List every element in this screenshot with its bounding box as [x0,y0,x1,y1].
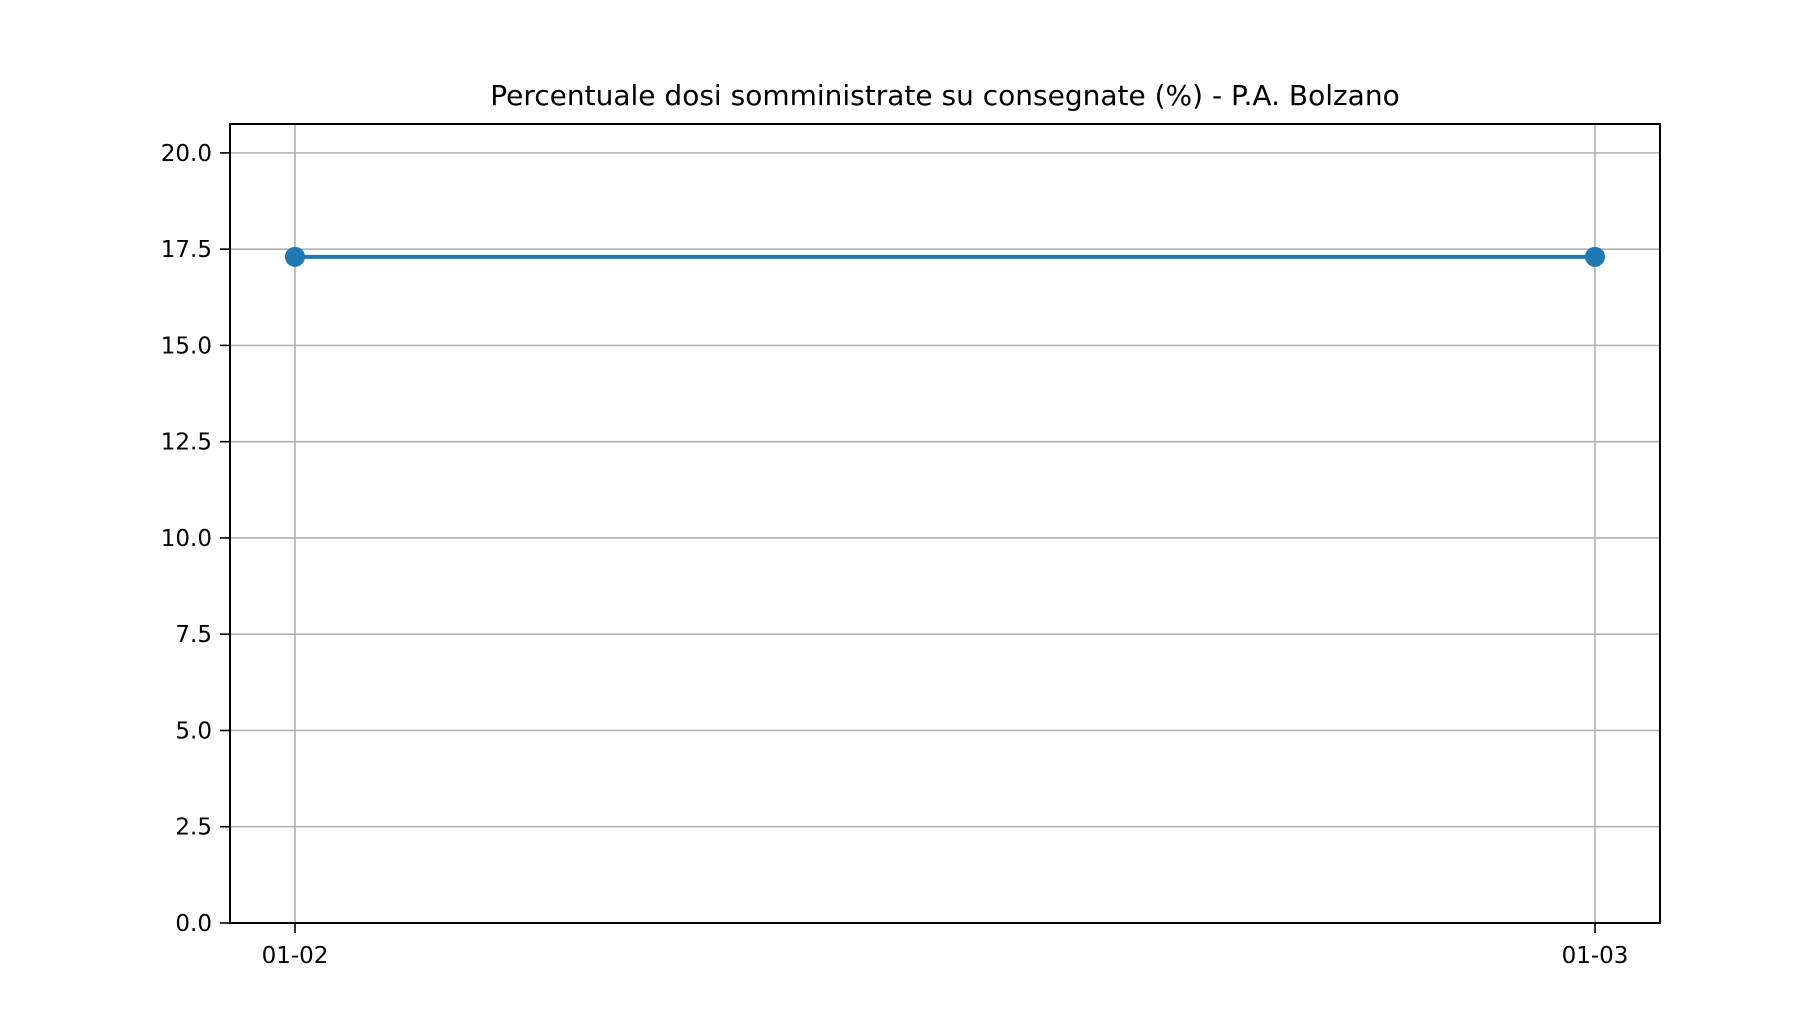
series-layer [285,246,1605,267]
x-tick-label: 01-02 [262,943,329,969]
y-tick-label: 15.0 [161,333,212,359]
y-tick-label: 17.5 [161,237,212,263]
y-tick-label: 10.0 [161,526,212,552]
chart-title: Percentuale dosi somministrate su conseg… [490,79,1399,112]
plot-frame [229,123,1661,924]
y-axis-ticks: 0.0 2.5 5.0 7.5 10.0 12.5 15.0 17.5 20.0 [161,141,230,937]
y-tick-label: 7.5 [175,622,212,648]
x-axis-ticks: 01-02 01-03 [262,923,1629,969]
grid-lines [230,124,1660,924]
y-tick-label: 2.5 [175,815,212,841]
y-tick-label: 5.0 [175,718,212,744]
data-point [1585,246,1605,267]
data-point [285,246,305,267]
y-tick-label: 0.0 [175,911,212,937]
y-tick-label: 20.0 [161,141,212,167]
x-tick-label: 01-03 [1562,943,1629,969]
y-tick-label: 12.5 [161,430,212,456]
